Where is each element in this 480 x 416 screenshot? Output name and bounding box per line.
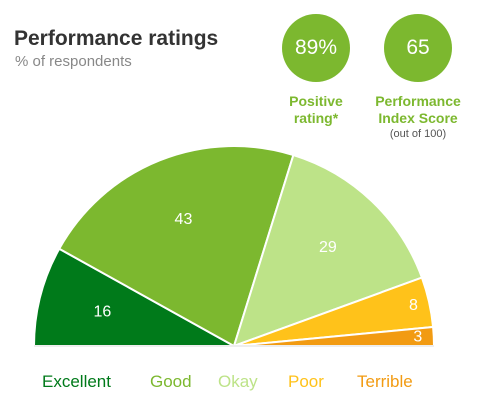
performance-index-note: (out of 100) [389, 128, 447, 140]
legend-item-terrible: Terrible [357, 372, 413, 391]
data-label-excellent: 16 [93, 303, 111, 320]
legend-item-poor: Poor [288, 372, 324, 391]
data-label-okay: 29 [319, 239, 337, 256]
slice-good [57, 145, 295, 348]
legend-item-good: Good [150, 372, 192, 391]
data-label-poor: 8 [409, 297, 418, 314]
positive-rating-circle: 89% [282, 14, 350, 82]
performance-index-label-line-1: Performance [375, 93, 461, 109]
positive-rating-label: Positive rating* [251, 93, 381, 127]
performance-index-label: Performance Index Score (out of 100) [353, 93, 480, 141]
performance-index-label-line-2: Index Score [378, 110, 458, 126]
positive-rating-label-line-2: rating* [293, 110, 339, 126]
legend-item-excellent: Excellent [42, 372, 111, 391]
chart-subtitle: % of respondents [15, 53, 132, 70]
positive-rating-value: 89% [294, 36, 338, 59]
chart-title: Performance ratings [14, 27, 219, 50]
performance-index-circle: 65 [384, 14, 452, 82]
legend-item-okay: Okay [218, 372, 258, 391]
slice-excellent [32, 247, 238, 347]
data-label-good: 43 [175, 211, 193, 228]
data-label-terrible: 3 [413, 329, 422, 346]
slice-okay [232, 153, 424, 348]
performance-index-value: 65 [406, 36, 430, 59]
positive-rating-label-line-1: Positive [289, 93, 343, 109]
